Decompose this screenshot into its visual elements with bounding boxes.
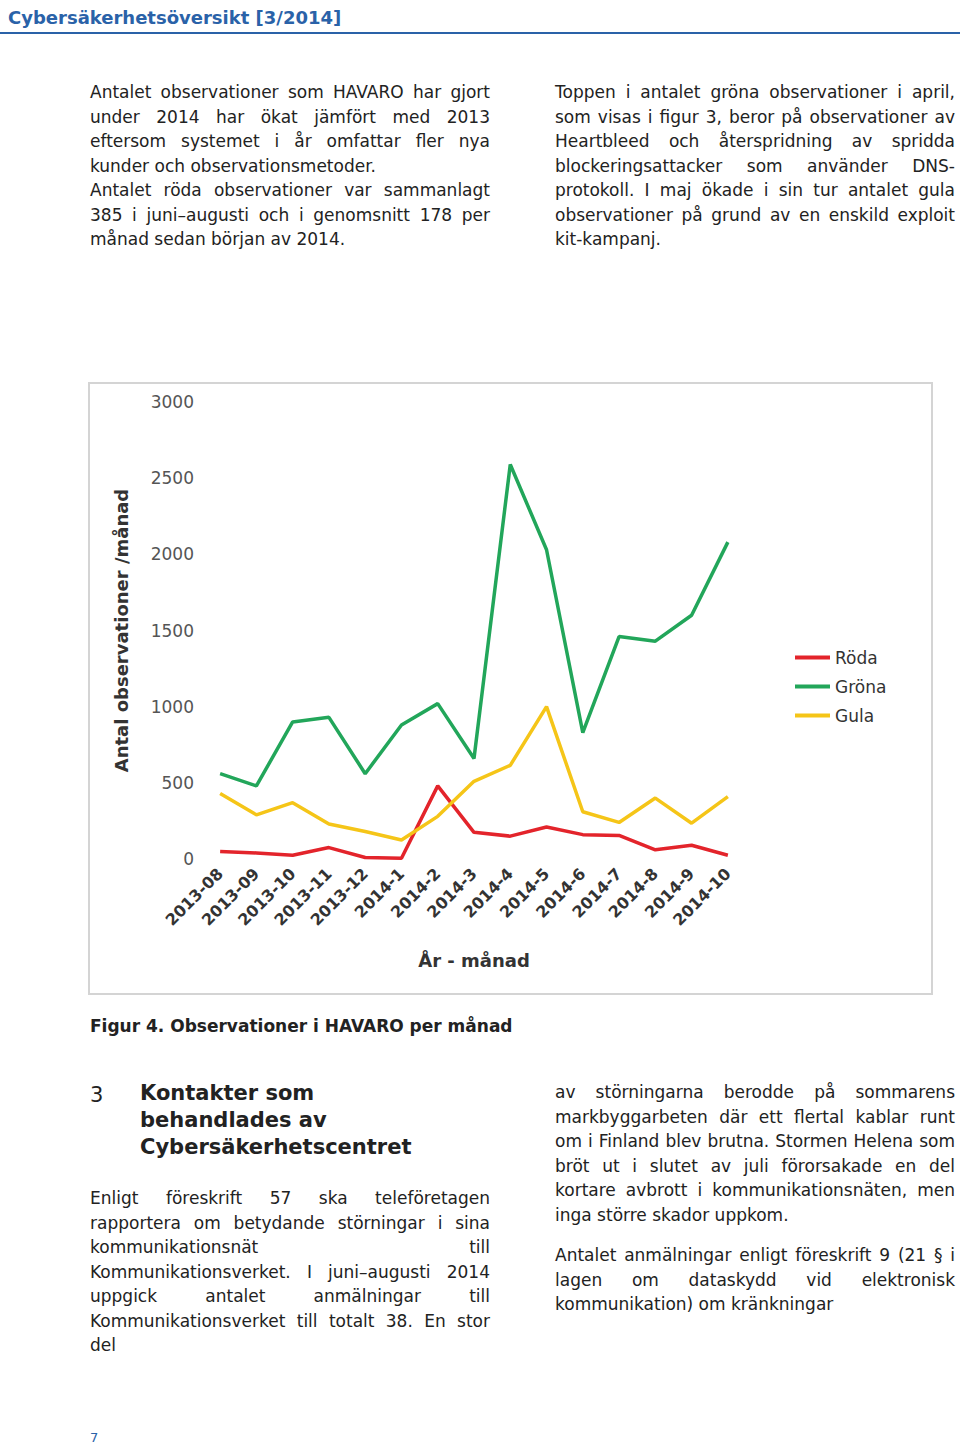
svg-text:500: 500 — [162, 773, 194, 793]
html-text:av störningarna berodde på som: av störningarna berodde på sommarens mar… — [555, 1082, 955, 1225]
svg-text:2014-10: 2014-10 — [669, 864, 734, 929]
html-text:Cybersäkerhetsöversikt [3/2014: Cybersäkerhetsöversikt [3/2014] — [8, 7, 342, 28]
svg-text:Antal observationer /månad: Antal observationer /månad — [111, 489, 132, 773]
html-text:Kontakter som behandlades av C: Kontakter som behandlades av Cybersäkerh… — [140, 1081, 412, 1159]
html-text:Toppen i antalet gröna observa: Toppen i antalet gröna observationer i a… — [555, 82, 955, 249]
svg-text:Gula: Gula — [835, 706, 874, 726]
svg-text:År - månad: År - månad — [418, 949, 530, 971]
svg-text:Röda: Röda — [835, 648, 878, 668]
svg-text:2014-4: 2014-4 — [459, 864, 517, 922]
svg-text:Gröna: Gröna — [835, 677, 886, 697]
svg-text:2000: 2000 — [151, 544, 194, 564]
svg-text:0: 0 — [183, 849, 194, 869]
html-text:7: 7 — [90, 1430, 99, 1445]
html-text:3: 3 — [90, 1083, 104, 1107]
html-text:Antalet röda observationer var: Antalet röda observationer var sammanlag… — [90, 180, 490, 249]
html-text:Figur 4. Observationer i HAVAR: Figur 4. Observationer i HAVARO per måna… — [90, 1016, 513, 1036]
svg-text:2013-09: 2013-09 — [197, 864, 264, 930]
svg-text:2013-11: 2013-11 — [270, 864, 336, 930]
svg-text:1500: 1500 — [151, 621, 194, 641]
html-text:Antalet observationer som HAVA: Antalet observationer som HAVARO har gjo… — [90, 82, 490, 176]
svg-text:2013-10: 2013-10 — [234, 864, 300, 930]
svg-text:2014-9: 2014-9 — [640, 864, 699, 922]
svg-text:1000: 1000 — [151, 697, 194, 717]
svg-text:2014-3: 2014-3 — [423, 864, 481, 922]
svg-text:2013-12: 2013-12 — [306, 864, 372, 930]
html-text:Antalet anmälningar enligt för: Antalet anmälningar enligt föreskrift 9 … — [555, 1245, 955, 1314]
svg-text:2014-7: 2014-7 — [568, 864, 626, 922]
svg-text:2014-5: 2014-5 — [495, 864, 554, 922]
svg-text:2014-2: 2014-2 — [387, 864, 445, 922]
svg-text:2013-08: 2013-08 — [161, 864, 227, 930]
html-text:Enligt föreskrift 57 ska telef: Enligt föreskrift 57 ska teleföretagen r… — [90, 1188, 490, 1355]
svg-text:2500: 2500 — [151, 468, 194, 488]
svg-text:2014-6: 2014-6 — [532, 864, 590, 922]
svg-text:3000: 3000 — [151, 392, 194, 412]
svg-text:2014-1: 2014-1 — [350, 864, 409, 922]
svg-text:2014-8: 2014-8 — [604, 864, 663, 922]
